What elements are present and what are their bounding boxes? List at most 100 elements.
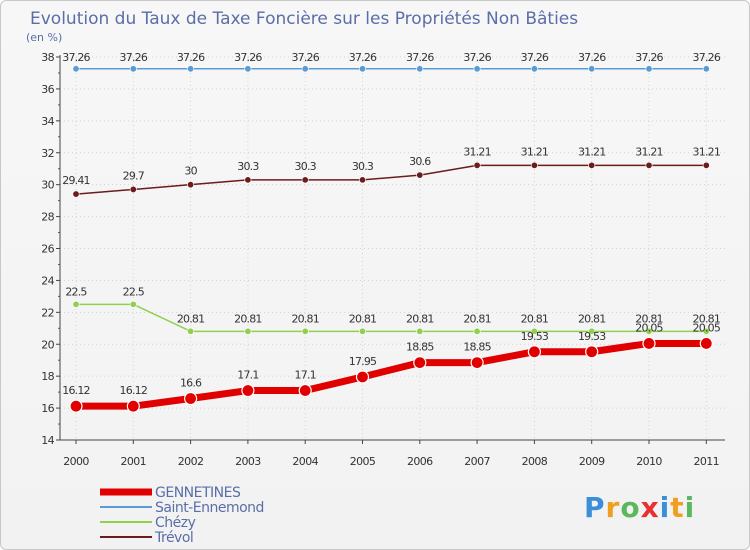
x-tick-label: 2002	[178, 455, 204, 468]
proxiti-logo: Proxiti	[584, 491, 695, 524]
y-tick-label: 16	[41, 402, 54, 415]
data-point-ch-zy	[702, 327, 710, 335]
x-tick-label: 2001	[120, 455, 146, 468]
data-label-tr-vol: 29.7	[123, 169, 145, 182]
y-tick-label: 36	[41, 83, 54, 96]
series-line-ch-zy	[76, 303, 707, 333]
data-label-gennetines: 16.6	[180, 377, 202, 390]
data-point-ch-zy	[645, 327, 653, 335]
data-point-tr-vol	[416, 171, 424, 179]
data-point-gennetines	[642, 336, 656, 351]
data-point-tr-vol	[645, 161, 653, 169]
data-label-ch-zy: 20.81	[177, 312, 205, 325]
data-point-gennetines	[355, 370, 370, 384]
data-label-gennetines: 17.1	[237, 369, 258, 382]
data-label-ch-zy: 22.5	[65, 285, 87, 298]
data-label-saint-ennemond: 37.26	[635, 51, 663, 64]
data-point-ch-zy	[72, 300, 80, 308]
legend-label-tr-vol: Trévol	[154, 530, 193, 546]
data-point-ch-zy	[187, 327, 195, 335]
data-label-saint-ennemond: 37.26	[62, 51, 90, 64]
x-tick-label: 2010	[636, 455, 662, 468]
data-point-saint-ennemond	[473, 65, 481, 73]
data-point-ch-zy	[129, 300, 137, 308]
data-point-tr-vol	[187, 181, 195, 189]
series-ch-zy: 22.5 22.5 20.81 20.81 20.81 20.81 20.81 20.81 20…	[65, 285, 721, 335]
data-point-ch-zy	[301, 327, 309, 335]
series-tr-vol: 29.41 29.7 30 30.3 30.3 30.3 30.6 31.21 31.21 31.…	[62, 145, 721, 198]
series-gennetines: 16.12 16.12 16.6 17.1 17.1 17.95 18.85 18.85 19.…	[62, 321, 722, 413]
y-tick-label: 34	[41, 115, 54, 128]
chart-title: Evolution du Taux de Taxe Foncière sur l…	[30, 9, 578, 29]
data-label-gennetines: 19.53	[521, 330, 549, 343]
x-tick-label: 2005	[350, 455, 376, 468]
data-point-tr-vol	[473, 161, 481, 169]
data-point-ch-zy	[358, 327, 366, 335]
data-label-gennetines: 18.85	[406, 341, 434, 354]
y-tick-label: 14	[41, 434, 54, 447]
data-label-tr-vol: 30	[184, 165, 197, 178]
data-label-ch-zy: 20.81	[291, 312, 319, 325]
series-saint-ennemond: 37.26 37.26 37.26 37.26 37.26 37.26 37.26 37.26…	[62, 51, 722, 73]
data-label-gennetines: 16.12	[62, 384, 90, 397]
data-label-ch-zy: 20.81	[234, 312, 262, 325]
data-point-gennetines	[699, 336, 713, 351]
legend-label-saint-ennemond: Saint-Ennemond	[155, 500, 264, 516]
data-label-ch-zy: 20.81	[693, 312, 721, 325]
data-point-tr-vol	[588, 161, 596, 169]
data-label-tr-vol: 31.21	[521, 145, 549, 158]
x-tick-label: 2011	[693, 455, 719, 468]
data-label-saint-ennemond: 37.26	[578, 51, 606, 64]
data-label-tr-vol: 31.21	[693, 145, 721, 158]
data-point-gennetines	[413, 356, 427, 370]
data-point-saint-ennemond	[72, 65, 80, 73]
data-point-tr-vol	[358, 176, 366, 184]
y-tick-label: 32	[41, 147, 54, 160]
y-tick-label: 20	[41, 338, 54, 351]
data-label-tr-vol: 31.21	[463, 145, 491, 158]
data-point-gennetines	[527, 345, 542, 359]
y-axis-unit: (en %)	[26, 31, 62, 44]
data-label-gennetines: 17.1	[295, 369, 316, 382]
x-tick-label: 2006	[407, 455, 433, 468]
x-tick-label: 2007	[464, 455, 490, 468]
legend-label-gennetines: GENNETINES	[155, 485, 241, 501]
data-point-gennetines	[585, 345, 599, 359]
data-label-ch-zy: 20.81	[406, 312, 434, 325]
data-label-gennetines: 20.05	[635, 321, 663, 334]
y-tick-label: 22	[41, 306, 54, 319]
data-label-tr-vol: 29.41	[62, 174, 90, 187]
data-point-saint-ennemond	[129, 65, 137, 73]
data-point-saint-ennemond	[244, 65, 252, 73]
series-layer: 29.41 29.7 30 30.3 30.3 30.3 30.6 31.21 31.21 31.…	[62, 51, 722, 413]
data-label-ch-zy: 20.81	[578, 312, 606, 325]
data-label-gennetines: 16.12	[120, 384, 148, 397]
data-point-tr-vol	[72, 190, 80, 198]
y-tick-label: 28	[41, 211, 54, 224]
data-point-gennetines	[184, 391, 198, 406]
data-label-ch-zy: 22.5	[123, 285, 145, 298]
axes: 14 16 18 20 22 24 26 28 30 32 34 36 38 2000 2001 2002 20…	[41, 51, 725, 468]
y-tick-label: 24	[41, 274, 54, 287]
data-point-gennetines	[69, 399, 83, 413]
data-label-ch-zy: 20.81	[463, 312, 491, 325]
y-tick-label: 30	[41, 179, 54, 192]
data-point-tr-vol	[301, 176, 309, 184]
data-point-ch-zy	[473, 327, 481, 335]
x-tick-label: 2000	[63, 455, 89, 468]
logo-text: Proxiti	[584, 491, 695, 524]
data-point-ch-zy	[530, 327, 538, 335]
data-label-saint-ennemond: 37.26	[693, 51, 721, 64]
data-label-ch-zy: 20.81	[521, 312, 549, 325]
data-label-gennetines: 17.95	[349, 355, 377, 368]
data-label-saint-ennemond: 37.26	[177, 51, 205, 64]
gridlines	[60, 56, 725, 441]
y-tick-label: 38	[41, 51, 54, 64]
data-label-saint-ennemond: 37.26	[406, 51, 434, 64]
series-line-gennetines	[76, 339, 707, 410]
data-point-gennetines	[126, 399, 140, 413]
data-point-ch-zy	[244, 327, 252, 335]
data-label-saint-ennemond: 37.26	[291, 51, 319, 64]
data-label-gennetines: 19.53	[578, 330, 606, 343]
